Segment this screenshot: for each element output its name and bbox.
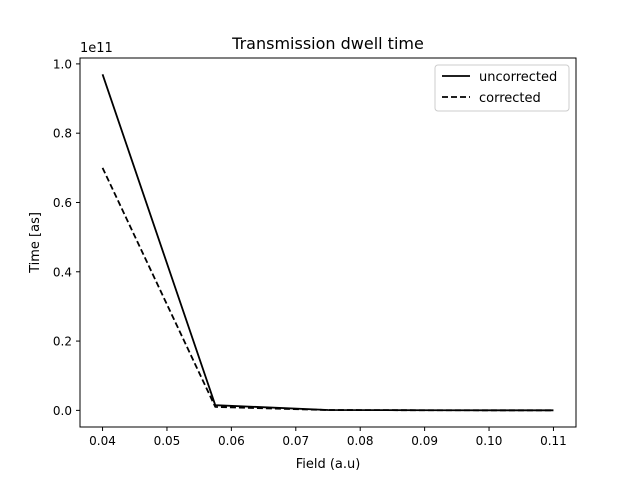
x-tick-label: 0.06 [218, 434, 245, 448]
x-tick-label: 0.10 [476, 434, 503, 448]
chart-title: Transmission dwell time [231, 34, 424, 53]
legend-uncorrected-label: uncorrected [479, 70, 557, 85]
y-axis-label: Time [as] [28, 212, 43, 274]
x-tick-label: 0.09 [411, 434, 438, 448]
x-axis-label: Field (a.u) [296, 457, 361, 472]
legend-corrected-label: corrected [479, 91, 541, 106]
x-tick-label: 0.11 [540, 434, 567, 448]
legend: uncorrected corrected [434, 64, 570, 112]
y-axis-ticks: 0.0 0.2 0.4 0.6 0.8 1.0 [53, 57, 80, 418]
plot-lines [101, 73, 554, 412]
x-axis-ticks: 0.04 0.05 0.06 0.07 0.08 0.09 0.10 0.11 [89, 427, 567, 448]
y-tick-label: 0.8 [53, 127, 72, 141]
x-tick-label: 0.07 [282, 434, 309, 448]
y-tick-label: 0.4 [53, 265, 72, 279]
x-tick-label: 0.08 [347, 434, 374, 448]
y-offset-label: 1e11 [80, 41, 113, 56]
series-line-corrected [101, 167, 554, 412]
y-tick-label: 0.6 [53, 196, 72, 210]
plot-frame [79, 57, 577, 428]
x-tick-label: 0.04 [89, 434, 116, 448]
y-tick-label: 0.2 [53, 335, 72, 349]
x-tick-label: 0.05 [154, 434, 181, 448]
y-tick-label: 1.0 [53, 57, 72, 71]
y-tick-label: 0.0 [53, 404, 72, 418]
